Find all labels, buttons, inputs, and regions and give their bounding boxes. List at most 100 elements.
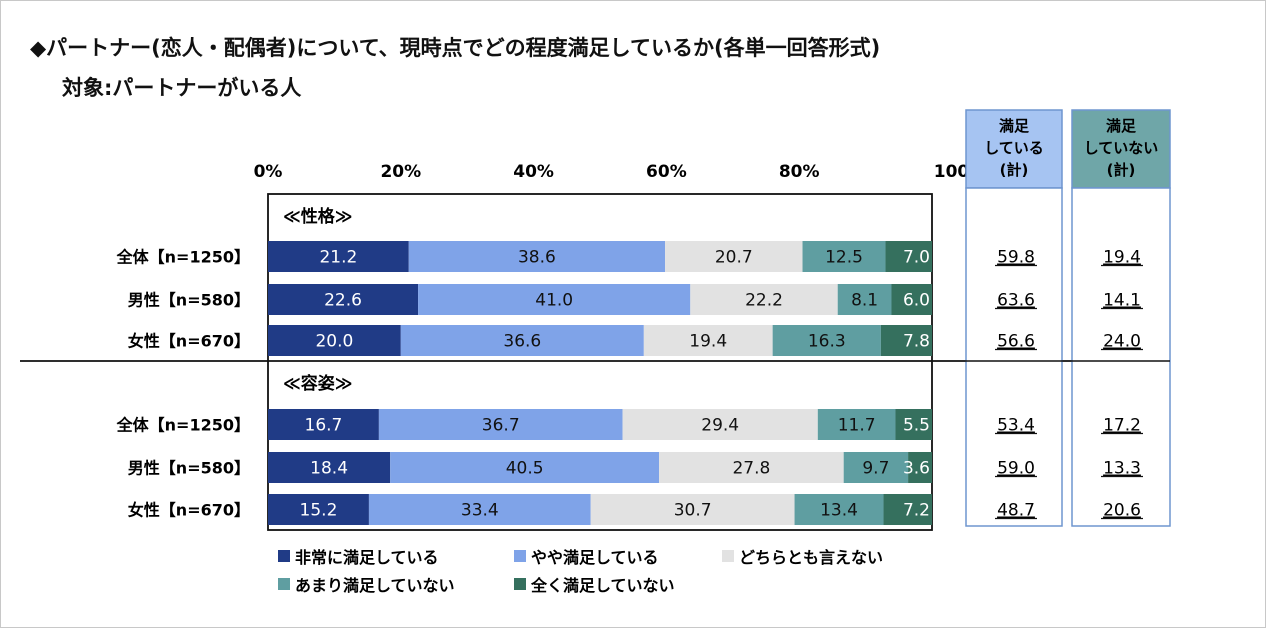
not-satisfied-header-line: していない bbox=[1084, 139, 1159, 157]
data-label: 20.7 bbox=[715, 248, 753, 268]
data-label: 40.5 bbox=[506, 459, 544, 479]
bar-segment bbox=[268, 452, 391, 483]
not-satisfied-total: 14.1 bbox=[1103, 291, 1141, 311]
bar-segment bbox=[590, 494, 795, 525]
legend-swatch bbox=[514, 578, 526, 590]
legend-label: やや満足している bbox=[531, 548, 659, 567]
legend-label: 非常に満足している bbox=[295, 548, 439, 567]
not-satisfied-total: 20.6 bbox=[1103, 501, 1141, 521]
satisfied-header-line: (計) bbox=[1000, 161, 1029, 179]
bar-segment bbox=[400, 325, 644, 356]
satisfied-header-box bbox=[965, 109, 1063, 189]
data-label: 30.7 bbox=[674, 501, 712, 521]
row-label: 男性【n=580】 bbox=[128, 291, 250, 310]
bar-segment bbox=[622, 409, 818, 440]
data-label: 16.7 bbox=[305, 416, 343, 436]
bar-segment bbox=[659, 452, 844, 483]
data-label: 8.1 bbox=[851, 291, 878, 311]
legend-swatch bbox=[722, 550, 734, 562]
data-label: 13.4 bbox=[820, 501, 858, 521]
satisfied-total: 48.7 bbox=[997, 501, 1035, 521]
group-label: ≪性格≫ bbox=[283, 206, 353, 227]
not-satisfied-total: 13.3 bbox=[1103, 459, 1141, 479]
bar-segment bbox=[665, 241, 803, 272]
bar-segment bbox=[268, 241, 409, 272]
bar-segment bbox=[817, 409, 896, 440]
bar-segment bbox=[891, 284, 932, 315]
satisfied-total: 53.4 bbox=[997, 416, 1035, 436]
data-label: 33.4 bbox=[461, 501, 499, 521]
data-label: 5.5 bbox=[903, 416, 930, 436]
data-label: 18.4 bbox=[310, 459, 348, 479]
bar-segment bbox=[378, 409, 623, 440]
bar-segment bbox=[390, 452, 660, 483]
not-satisfied-total: 19.4 bbox=[1103, 248, 1141, 268]
bar-segment bbox=[690, 284, 838, 315]
data-label: 20.0 bbox=[315, 332, 353, 352]
data-label: 12.5 bbox=[825, 248, 863, 268]
bar-segment bbox=[843, 452, 909, 483]
x-tick-label: 40% bbox=[513, 162, 554, 182]
bar-segment bbox=[895, 409, 932, 440]
bar-segment bbox=[408, 241, 666, 272]
satisfied-total: 56.6 bbox=[997, 332, 1035, 352]
data-label: 38.6 bbox=[518, 248, 556, 268]
bar-segment bbox=[268, 409, 379, 440]
x-tick-label: 80% bbox=[779, 162, 820, 182]
satisfied-column-box bbox=[965, 187, 1063, 527]
bar-segment bbox=[908, 452, 932, 483]
data-label: 22.6 bbox=[324, 291, 362, 311]
not-satisfied-total: 24.0 bbox=[1103, 332, 1141, 352]
data-label: 9.7 bbox=[862, 459, 889, 479]
data-label: 7.8 bbox=[903, 332, 930, 352]
bar-segment bbox=[268, 325, 401, 356]
not-satisfied-column-box bbox=[1071, 187, 1171, 527]
legend-label: 全く満足していない bbox=[530, 576, 675, 595]
row-label: 男性【n=580】 bbox=[128, 459, 250, 478]
data-label: 27.8 bbox=[732, 459, 770, 479]
x-tick-label: 60% bbox=[646, 162, 687, 182]
plot-box bbox=[267, 193, 933, 531]
not-satisfied-header-line: 満足 bbox=[1106, 117, 1137, 135]
not-satisfied-total: 17.2 bbox=[1103, 416, 1141, 436]
data-label: 41.0 bbox=[535, 291, 573, 311]
data-label: 7.0 bbox=[903, 248, 930, 268]
bar-segment bbox=[794, 494, 884, 525]
x-tick-label: 0% bbox=[254, 162, 283, 182]
data-label: 36.6 bbox=[503, 332, 541, 352]
legend-label: どちらとも言えない bbox=[739, 548, 883, 567]
bar-segment bbox=[837, 284, 892, 315]
bar-segment bbox=[883, 494, 932, 525]
bar-segment bbox=[268, 494, 369, 525]
legend-swatch bbox=[278, 550, 290, 562]
bar-segment bbox=[368, 494, 591, 525]
data-label: 36.7 bbox=[482, 416, 520, 436]
satisfied-total: 63.6 bbox=[997, 291, 1035, 311]
group-label: ≪容姿≫ bbox=[283, 373, 353, 394]
data-label: 19.4 bbox=[689, 332, 727, 352]
bar-segment bbox=[802, 241, 886, 272]
bar-segment bbox=[268, 284, 419, 315]
satisfied-total: 59.0 bbox=[997, 459, 1035, 479]
not-satisfied-header-line: (計) bbox=[1107, 161, 1136, 179]
legend-swatch bbox=[514, 550, 526, 562]
data-label: 15.2 bbox=[300, 501, 338, 521]
data-label: 6.0 bbox=[903, 291, 930, 311]
bar-segment bbox=[880, 325, 932, 356]
data-label: 16.3 bbox=[808, 332, 846, 352]
bar-segment bbox=[643, 325, 773, 356]
row-label: 全体【n=1250】 bbox=[116, 248, 250, 267]
data-label: 11.7 bbox=[838, 416, 876, 436]
row-label: 女性【n=670】 bbox=[128, 501, 250, 520]
page-title: ◆パートナー(恋人・配偶者)について、現時点でどの程度満足しているか(各単一回答… bbox=[30, 36, 881, 60]
row-label: 全体【n=1250】 bbox=[116, 416, 250, 435]
legend-label: あまり満足していない bbox=[295, 576, 455, 595]
page-subtitle: 対象:パートナーがいる人 bbox=[62, 76, 302, 100]
satisfied-header-line: 満足 bbox=[999, 117, 1030, 135]
satisfied-total: 59.8 bbox=[997, 248, 1035, 268]
satisfied-header-line: している bbox=[984, 139, 1044, 157]
bar-segment bbox=[885, 241, 932, 272]
data-label: 29.4 bbox=[701, 416, 739, 436]
not-satisfied-header-box bbox=[1071, 109, 1171, 189]
